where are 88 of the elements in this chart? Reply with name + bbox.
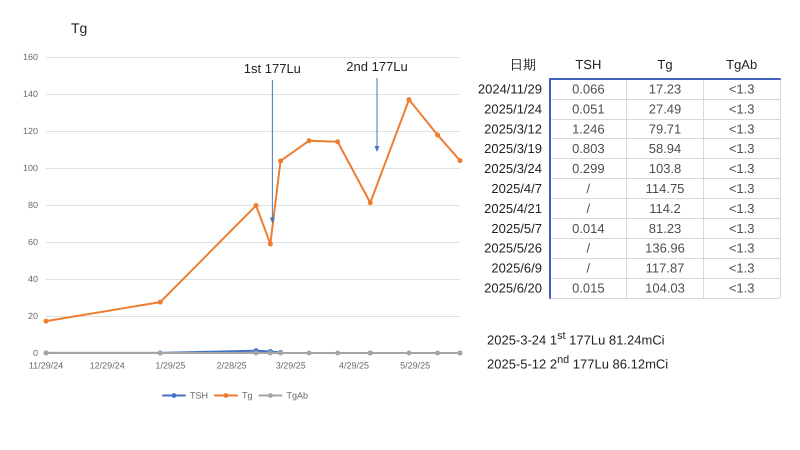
text: <1.3 <box>728 121 755 136</box>
text: 0.299 <box>572 161 605 176</box>
legend-label: Tg <box>242 390 253 400</box>
text: <1.3 <box>728 141 755 156</box>
text: <1.3 <box>728 200 755 216</box>
y-tick-label: 120 <box>22 126 38 136</box>
text: 0.015 <box>572 280 605 296</box>
text: 104.03 <box>645 280 685 296</box>
text: 27.49 <box>648 101 682 116</box>
text: / <box>586 260 590 276</box>
text: <1.3 <box>728 101 755 116</box>
point <box>406 350 412 356</box>
point <box>435 132 440 138</box>
text: <1.3 <box>728 220 755 236</box>
point <box>254 350 259 356</box>
x-tick-label: TSH <box>575 57 602 72</box>
point <box>278 158 284 164</box>
text: 0.014 <box>572 220 605 236</box>
y-tick-label: 2025/5/26 <box>484 240 542 256</box>
x-tick-label: 3/29/25 <box>276 360 306 370</box>
text: <1.3 <box>728 161 755 176</box>
y-tick-label: 0 <box>32 348 38 358</box>
text: / <box>586 181 590 196</box>
point <box>435 350 440 356</box>
chart-title: Tg <box>71 20 88 36</box>
y-tick-label: 2025/3/12 <box>484 121 542 136</box>
y-tick-label: 2025/1/24 <box>484 101 542 116</box>
text: / <box>586 200 590 216</box>
y-tick-label: 140 <box>22 89 38 99</box>
text: <1.3 <box>728 260 755 276</box>
y-axis-title: 日期 <box>510 57 536 72</box>
text: 1.246 <box>572 121 605 136</box>
point <box>406 97 412 102</box>
point <box>306 138 312 144</box>
text: 0.051 <box>572 101 605 116</box>
y-tick-label: 20 <box>28 311 38 321</box>
y-tick-label: 2025/6/20 <box>484 280 542 296</box>
text: 2025-3-24 1$^{st}$ 177Lu 81.24mCi <box>487 329 666 350</box>
text: 136.96 <box>645 240 685 256</box>
x-tick-label: 12/29/24 <box>90 360 125 370</box>
text: <1.3 <box>728 280 755 296</box>
text: 114.2 <box>649 200 681 216</box>
text: 114.75 <box>646 181 684 196</box>
point <box>306 350 312 356</box>
text: <1.3 <box>728 240 755 256</box>
point <box>368 200 373 206</box>
y-tick-label: 100 <box>22 163 38 173</box>
y-tick-label: 2025/4/7 <box>491 181 542 196</box>
legend-label: TgAb <box>286 390 308 400</box>
text: <1.3 <box>728 81 755 96</box>
y-tick-label: 2025/5/7 <box>491 220 542 236</box>
text: 17.23 <box>648 81 682 96</box>
y-tick-label: 2024/11/29 <box>478 81 542 96</box>
x-tick-label: 2/28/25 <box>216 360 247 370</box>
y-tick-label: 2025/3/19 <box>484 141 542 156</box>
text: 2025-5-12 2$^{nd}$ 177Lu 86.12mCi <box>487 353 668 374</box>
text: 103.8 <box>648 161 682 176</box>
point <box>335 139 340 144</box>
y-tick-label: 2025/6/9 <box>491 260 542 276</box>
x-tick-label: Tg <box>657 57 673 72</box>
text: 81.23 <box>648 220 682 236</box>
x-tick-label: TgAb <box>726 57 758 72</box>
point <box>335 350 340 356</box>
point <box>44 318 48 324</box>
annotation: 1st 177Lu <box>244 61 301 76</box>
x-tick-label: 1/29/25 <box>155 360 186 370</box>
point <box>254 203 259 208</box>
y-tick-label: 40 <box>28 274 38 284</box>
text: 0.066 <box>572 81 605 96</box>
point <box>158 300 163 305</box>
text: 58.94 <box>648 141 682 156</box>
annotation: 2nd 177Lu <box>346 59 408 74</box>
x-tick-label: 11/29/24 <box>28 360 64 370</box>
text: 117.87 <box>646 260 684 276</box>
x-tick-label: 4/29/25 <box>338 360 369 370</box>
y-tick-label: 160 <box>22 52 38 62</box>
x-tick-label: 5/29/25 <box>400 360 430 370</box>
y-tick-label: 80 <box>28 200 38 210</box>
y-tick-label: 60 <box>28 237 38 247</box>
y-tick-label: 2025/4/21 <box>484 200 542 216</box>
point <box>458 158 462 164</box>
point <box>268 241 273 246</box>
text: 0.803 <box>572 141 605 156</box>
legend-label: TSH <box>190 390 208 400</box>
text: 79.71 <box>648 121 682 136</box>
text: <1.3 <box>728 181 755 196</box>
text: / <box>586 240 590 256</box>
y-tick-label: 2025/3/24 <box>484 161 542 176</box>
